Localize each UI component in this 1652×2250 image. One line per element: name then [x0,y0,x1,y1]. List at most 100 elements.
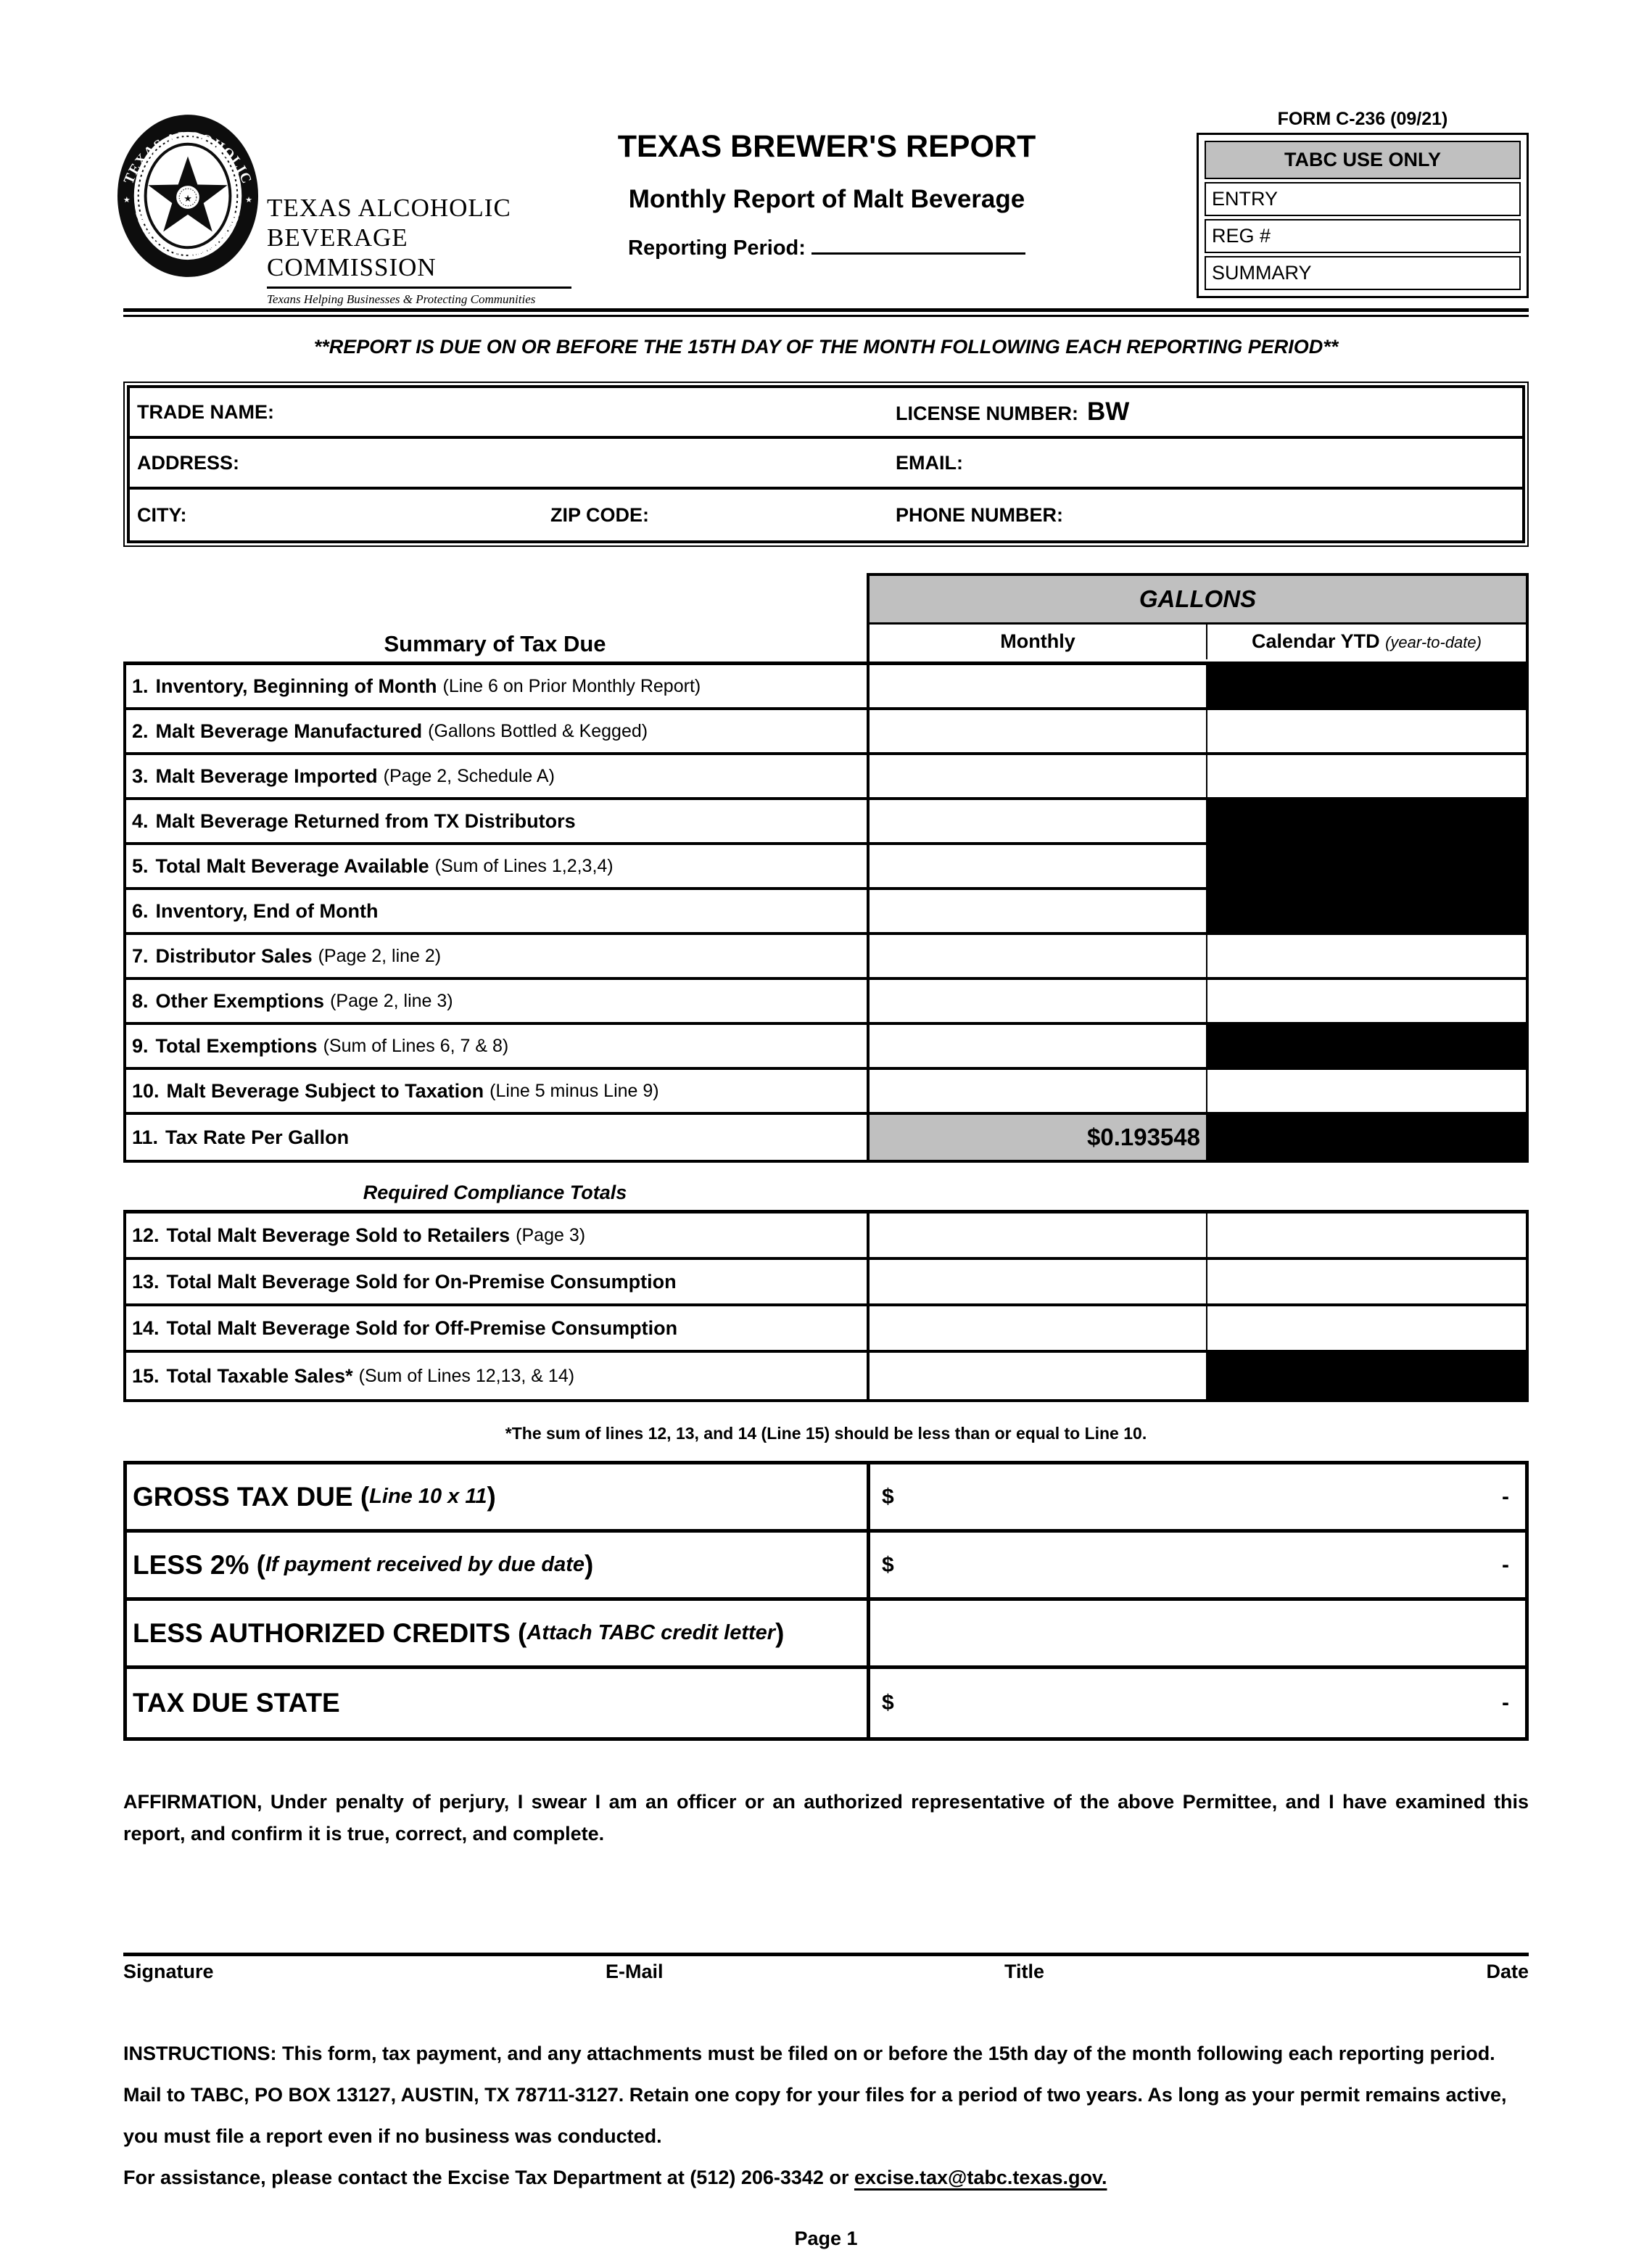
agency-tagline: Texans Helping Businesses & Protecting C… [267,292,536,306]
ytd-input-cell[interactable] [1206,1260,1526,1303]
table-row: 4. Malt Beverage Returned from TX Distrib… [126,800,1526,845]
ytd-blocked-cell [1206,1115,1526,1160]
monthly-input-cell[interactable] [867,935,1206,977]
totals-amount-cell[interactable]: $ - [867,1464,1525,1529]
tabc-use-only-header: TABC USE ONLY [1205,141,1521,179]
instructions-line-2: Mail to TABC, PO BOX 13127, AUSTIN, TX 7… [123,2084,1507,2106]
tabc-use-only-box: TABC USE ONLY ENTRY REG # SUMMARY [1197,133,1529,298]
monthly-input-cell[interactable] [867,1260,1206,1303]
ytd-input-cell[interactable] [1206,710,1526,752]
monthly-input-cell[interactable] [867,800,1206,842]
instructions-line-1: INSTRUCTIONS: This form, tax payment, an… [123,2043,1495,2064]
totals-row: GROSS TAX DUE (Line 10 x 11) $ - [127,1464,1525,1533]
ytd-blocked-cell [1206,845,1526,887]
ytd-column-header: Calendar YTD (year-to-date) [1206,625,1526,659]
ytd-blocked-cell [1206,890,1526,932]
currency-symbol: $ [882,1484,894,1509]
ytd-input-cell[interactable] [1206,755,1526,797]
svg-text:★: ★ [183,193,192,204]
tabc-entry-field[interactable]: ENTRY [1205,182,1521,216]
excise-tax-email-link[interactable]: excise.tax@tabc.texas.gov. [854,2167,1107,2188]
totals-amount-cell[interactable] [867,1601,1525,1665]
signature-rule[interactable] [123,1953,1529,1956]
monthly-input-cell[interactable] [867,845,1206,887]
reporting-period-label: Reporting Period: [628,236,806,260]
table-row: 7. Distributor Sales (Page 2, line 2) [126,935,1526,980]
header-divider [123,308,1529,317]
email-field[interactable]: EMAIL: [896,451,963,474]
totals-row: TAX DUE STATE $ - [127,1669,1525,1737]
ytd-input-cell[interactable] [1206,980,1526,1022]
monthly-input-cell[interactable] [867,890,1206,932]
svg-text:★: ★ [245,196,252,205]
ytd-input-cell[interactable] [1206,1306,1526,1350]
title-label: Title [1004,1961,1045,1982]
table-row: 13. Total Malt Beverage Sold for On-Premi… [126,1260,1526,1306]
signature-label: Signature [123,1961,214,1982]
table-row: 14. Total Malt Beverage Sold for Off-Prem… [126,1306,1526,1353]
monthly-input-cell[interactable] [867,1070,1206,1112]
zip-code-field[interactable]: ZIP CODE: [550,503,650,526]
monthly-input-cell[interactable] [867,665,1206,707]
table-row: 15. Total Taxable Sales* (Sum of Lines 12,… [126,1353,1526,1399]
totals-amount-cell[interactable]: $ - [867,1533,1525,1597]
summary-table-header: Summary of Tax Due GALLONS Monthly Calen… [123,573,1529,662]
totals-row-label: TAX DUE STATE [133,1688,340,1718]
monthly-input-cell[interactable] [867,1025,1206,1067]
currency-symbol: $ [882,1691,894,1715]
trade-name-field[interactable]: TRADE NAME: [137,400,274,423]
monthly-input-cell[interactable] [867,755,1206,797]
row-label: 15. Total Taxable Sales* (Sum of Lines 12,… [132,1364,575,1387]
totals-amount-cell[interactable]: $ - [867,1669,1525,1737]
totals-row-label: LESS AUTHORIZED CREDITS (Attach TABC cre… [133,1618,785,1648]
affirmation-text: AFFIRMATION, Under penalty of perjury, I… [123,1791,1529,1845]
agency-name-line1: TEXAS ALCOHOLIC [267,194,511,222]
monthly-input-cell[interactable] [867,1306,1206,1350]
row-label: 11. Tax Rate Per Gallon [132,1126,350,1148]
row-label: 7. Distributor Sales (Page 2, line 2) [132,944,442,967]
table-row: 2. Malt Beverage Manufactured (Gallons Bot… [126,710,1526,755]
ytd-input-cell[interactable] [1206,1070,1526,1112]
tabc-reg-field[interactable]: REG # [1205,219,1521,253]
tabc-summary-field[interactable]: SUMMARY [1205,256,1521,290]
instructions-block: INSTRUCTIONS: This form, tax payment, an… [123,2033,1529,2199]
wordmark-rule [267,287,571,289]
form-header: ★ TEXAS ALCOHOLIC BEVERAGE COMMISSION ★ … [117,109,1529,317]
row-label: 9. Total Exemptions (Sum of Lines 6, 7 & 8… [132,1034,509,1057]
table-row: 9. Total Exemptions (Sum of Lines 6, 7 & 8… [126,1025,1526,1070]
ytd-input-cell[interactable] [1206,935,1526,977]
row-label: 14. Total Malt Beverage Sold for Off-Prem… [132,1316,678,1339]
row-label: 3. Malt Beverage Imported (Page 2, Schedul… [132,765,555,787]
date-label: Date [1486,1961,1529,1982]
permittee-box: TRADE NAME: LICENSE NUMBER: BW ADDRESS: E… [123,382,1529,547]
totals-row-label: LESS 2% (If payment received by due date… [133,1549,594,1580]
tax-totals-table: GROSS TAX DUE (Line 10 x 11) $ - LESS 2% (I… [123,1461,1529,1741]
compliance-footnote: *The sum of lines 12, 13, and 14 (Line 1… [505,1424,1147,1443]
row-label: 1. Inventory, Beginning of Month (Line 6 o… [132,675,701,697]
email-label: E-Mail [606,1961,664,1982]
title-block: TEXAS BREWER'S REPORT Monthly Report of … [529,129,1124,260]
ytd-input-cell[interactable] [1206,1213,1526,1257]
permittee-row-3: CITY: ZIP CODE: PHONE NUMBER: [130,490,1522,540]
row-label: 13. Total Malt Beverage Sold for On-Premi… [132,1270,677,1293]
summary-heading: Summary of Tax Due [384,631,606,656]
monthly-input-cell[interactable] [867,710,1206,752]
gallons-header-block: GALLONS Monthly Calendar YTD (year-to-da… [867,573,1529,662]
row-label: 8. Other Exemptions (Page 2, line 3) [132,989,453,1012]
instructions-line-3: you must file a report even if no busine… [123,2125,662,2147]
monthly-input-cell[interactable] [867,1213,1206,1257]
row-label: 2. Malt Beverage Manufactured (Gallons Bot… [132,720,648,742]
monthly-input-cell[interactable] [867,980,1206,1022]
phone-number-field[interactable]: PHONE NUMBER: [896,503,1064,526]
reporting-period-input[interactable] [811,233,1025,255]
license-number-field[interactable]: LICENSE NUMBER: BW [896,397,1130,426]
city-field[interactable]: CITY: [137,503,187,526]
compliance-heading: Required Compliance Totals [363,1182,627,1203]
ytd-blocked-cell [1206,1353,1526,1399]
row-label: 10. Malt Beverage Subject to Taxation (Lin… [132,1079,659,1102]
monthly-input-cell[interactable] [867,1353,1206,1399]
monthly-column-header: Monthly [1000,630,1075,652]
totals-row: LESS 2% (If payment received by due date… [127,1533,1525,1601]
address-field[interactable]: ADDRESS: [137,451,240,474]
form-number: FORM C-236 (09/21) [1277,109,1448,129]
